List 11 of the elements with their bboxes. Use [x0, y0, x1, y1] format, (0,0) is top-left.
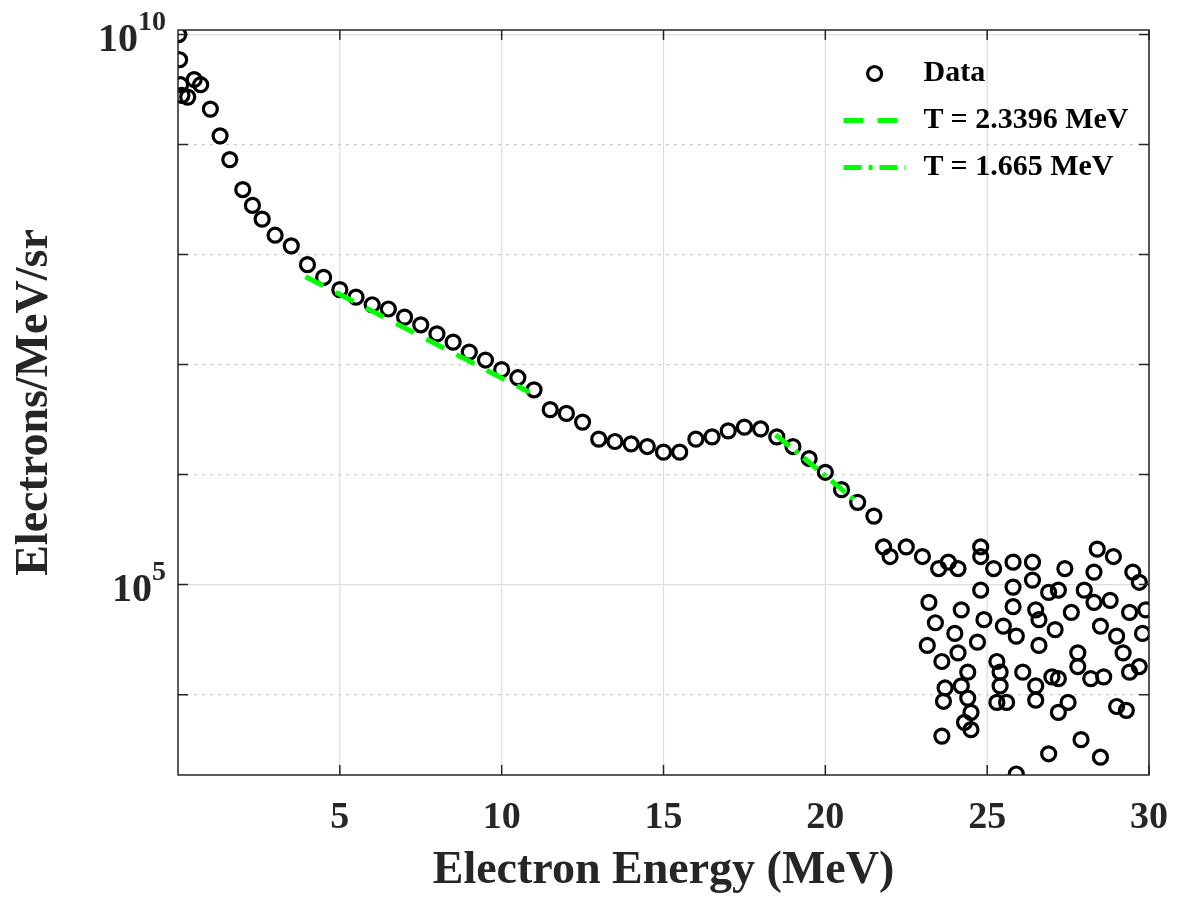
x-tick-label: 15: [644, 793, 683, 836]
x-tick-label: 20: [806, 793, 845, 836]
y-axis-title: Electrons/MeV/sr: [6, 229, 58, 576]
legend-label: T = 1.665 MeV: [923, 148, 1114, 182]
x-tick-label: 25: [968, 793, 1007, 836]
x-axis-title: Electron Energy (MeV): [432, 842, 895, 894]
x-tick-label: 5: [330, 793, 350, 836]
x-tick-label: 30: [1130, 793, 1168, 836]
legend-label: Data: [923, 54, 986, 88]
x-tick-label: 10: [482, 793, 521, 836]
legend-label: T = 2.3396 MeV: [923, 101, 1129, 135]
